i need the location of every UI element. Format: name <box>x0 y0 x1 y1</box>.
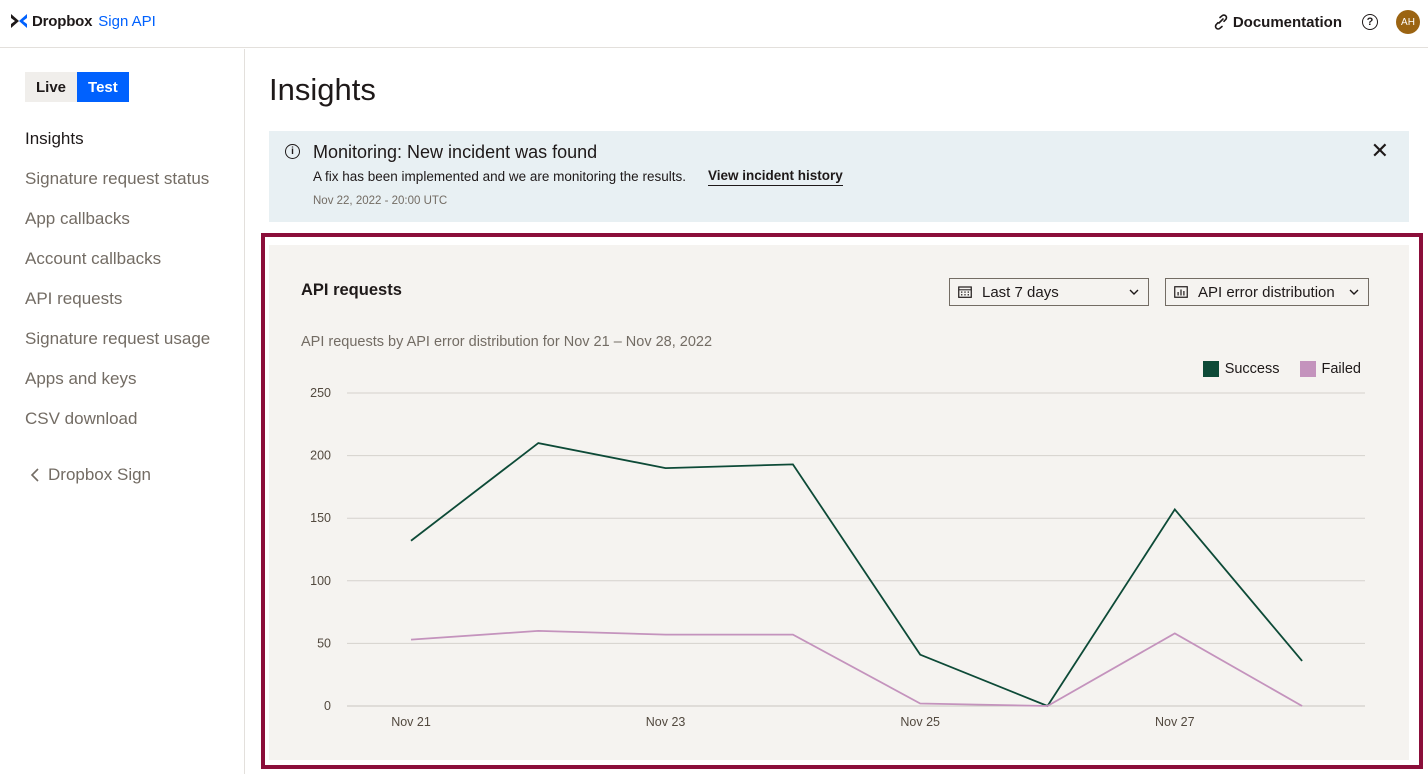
env-live-button[interactable]: Live <box>25 72 78 102</box>
series-line-success <box>410 442 1303 708</box>
y-tick-label: 100 <box>310 574 331 588</box>
series-line-failed <box>410 629 1303 707</box>
sidebar-item-app-callbacks[interactable]: App callbacks <box>25 209 130 228</box>
bar-chart-icon <box>1174 286 1188 298</box>
view-incident-history-link[interactable]: View incident history <box>708 168 843 186</box>
avatar[interactable]: AH <box>1396 10 1420 34</box>
top-bar: Dropbox Sign API Documentation ? AH <box>0 0 1428 48</box>
sidebar-item-csv-download[interactable]: CSV download <box>25 409 138 428</box>
legend-swatch-failed <box>1299 361 1316 377</box>
card-title: API requests <box>301 281 402 299</box>
logo[interactable]: Dropbox Sign API <box>10 12 156 30</box>
incident-banner: i Monitoring: New incident was found A f… <box>269 131 1409 222</box>
help-icon[interactable]: ? <box>1362 14 1378 30</box>
date-range-value: Last 7 days <box>982 283 1059 301</box>
chart-legend: Success Failed <box>1202 361 1362 377</box>
env-test-button[interactable]: Test <box>77 72 129 102</box>
sidebar-item-signature-request-usage[interactable]: Signature request usage <box>25 329 211 348</box>
line-chart: 0 50 100 150 200 250 Nov 21 Nov 23 Nov 25 Nov 27 <box>310 386 1365 729</box>
sidebar-item-insights[interactable]: Insights <box>25 129 84 148</box>
sidebar-item-api-requests[interactable]: API requests <box>25 289 123 308</box>
link-icon <box>1214 14 1228 30</box>
sidebar-item-signature-request-status[interactable]: Signature request status <box>25 169 210 188</box>
sidebar-item-account-callbacks[interactable]: Account callbacks <box>25 249 162 268</box>
metric-select[interactable]: API error distribution <box>1165 278 1369 306</box>
legend-label-failed: Failed <box>1321 361 1362 377</box>
chart-subtitle: API requests by API error distribution f… <box>301 334 713 350</box>
y-tick-label: 50 <box>317 636 331 650</box>
x-tick-label: Nov 23 <box>646 715 686 729</box>
dropbox-logo-icon <box>11 14 27 28</box>
back-label: Dropbox Sign <box>48 465 152 484</box>
documentation-link[interactable]: Documentation <box>1214 14 1342 31</box>
api-requests-card: API requests Last 7 days API error distr… <box>269 245 1409 760</box>
legend-failed[interactable]: Failed <box>1299 361 1362 377</box>
x-tick-label: Nov 25 <box>900 715 940 729</box>
environment-toggle: Live Test <box>25 72 129 102</box>
calendar-icon <box>958 286 972 298</box>
legend-success[interactable]: Success <box>1202 361 1280 377</box>
legend-label-success: Success <box>1224 361 1280 377</box>
documentation-label: Documentation <box>1232 13 1342 31</box>
banner-timestamp: Nov 22, 2022 - 20:00 UTC <box>313 195 448 207</box>
legend-swatch-success <box>1202 361 1219 377</box>
sidebar-nav: Insights Signature request status App ca… <box>25 129 210 449</box>
sidebar-item-apps-and-keys[interactable]: Apps and keys <box>25 369 137 388</box>
sidebar: Live Test Insights Signature request sta… <box>0 49 245 774</box>
info-icon: i <box>285 144 300 159</box>
page-title: Insights <box>269 72 376 107</box>
y-tick-label: 150 <box>310 511 331 525</box>
brand-sub: Sign API <box>98 12 156 30</box>
x-tick-label: Nov 21 <box>391 715 431 729</box>
banner-message: A fix has been implemented and we are mo… <box>313 169 686 184</box>
chevron-down-icon <box>1349 289 1359 295</box>
chevron-down-icon <box>1129 289 1139 295</box>
banner-title: Monitoring: New incident was found <box>313 142 598 162</box>
date-range-select[interactable]: Last 7 days <box>949 278 1149 306</box>
chevron-left-icon <box>30 468 39 482</box>
metric-value: API error distribution <box>1198 283 1335 301</box>
close-icon[interactable]: ✕ <box>1370 138 1389 163</box>
y-tick-label: 200 <box>310 449 331 463</box>
y-tick-label: 250 <box>310 386 331 400</box>
y-tick-label: 0 <box>324 699 331 713</box>
back-to-dropbox-sign-link[interactable]: Dropbox Sign <box>30 465 151 485</box>
highlight-frame <box>261 233 1423 769</box>
x-tick-label: Nov 27 <box>1155 715 1195 729</box>
brand-name: Dropbox <box>32 12 93 30</box>
